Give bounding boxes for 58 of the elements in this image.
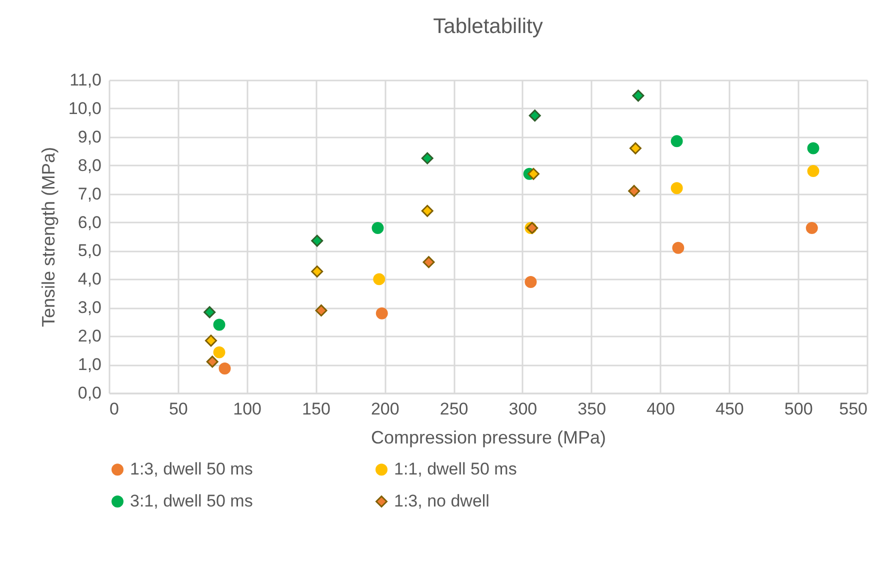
y-tick-label: 8,0 [78, 156, 102, 175]
y-tick-label: 10,0 [68, 98, 102, 118]
point [528, 110, 541, 122]
point [421, 152, 434, 164]
chart-title: Tabletability [433, 15, 544, 38]
legend-label: 1:3, no dwell [394, 492, 490, 510]
y-tick-label: 2,0 [78, 326, 102, 346]
point [373, 273, 386, 286]
x-tick-label: 100 [233, 400, 262, 418]
point [206, 356, 218, 368]
point [213, 346, 226, 358]
point [807, 165, 820, 178]
point [527, 168, 540, 180]
y-axis-title: Tensile strength (MPa) [38, 146, 58, 328]
x-tick-label: 200 [370, 400, 400, 418]
point [806, 222, 818, 234]
x-tick-label: 550 [839, 400, 868, 418]
y-tick-label: 9,0 [78, 127, 102, 146]
x-tick-label: 450 [715, 400, 744, 418]
x-tick-label: 50 [168, 400, 188, 418]
point [311, 234, 324, 247]
point [372, 222, 384, 234]
y-tick-label: 6,0 [78, 212, 102, 232]
legend-label: 1:1, dwell 50 ms [394, 460, 517, 479]
point [628, 184, 640, 197]
point [632, 90, 644, 102]
point [629, 142, 642, 154]
point [524, 276, 537, 288]
point [670, 182, 683, 194]
legend-label: 3:1, dwell 50 ms [130, 492, 253, 510]
point [421, 204, 434, 217]
point [807, 142, 820, 154]
y-tick-label: 0,0 [78, 384, 102, 402]
y-tick-label: 5,0 [78, 241, 102, 260]
x-tick-label: 150 [302, 400, 330, 418]
y-tick-label: 1,0 [78, 355, 102, 374]
point [204, 334, 217, 347]
point [376, 307, 388, 320]
x-tick-label: 0 [110, 400, 119, 418]
point [315, 304, 328, 316]
point [218, 362, 231, 375]
point [672, 242, 684, 254]
x-axis-title: Compression pressure (MPa) [370, 428, 606, 448]
point [670, 135, 683, 148]
x-tick-label: 400 [646, 400, 675, 418]
y-tick-label: 4,0 [78, 270, 102, 289]
x-tick-label: 500 [784, 400, 813, 418]
point [422, 256, 435, 268]
x-tick-label: 300 [508, 400, 538, 418]
point [204, 306, 216, 318]
x-tick-label: 250 [440, 400, 468, 418]
legend-label: 1:3, dwell 50 ms [130, 460, 253, 479]
y-tick-label: 11,0 [70, 70, 102, 90]
y-tick-label: 7,0 [78, 184, 102, 204]
point [311, 266, 324, 278]
x-tick-label: 350 [578, 400, 606, 418]
y-tick-label: 3,0 [78, 298, 102, 318]
point [213, 318, 226, 331]
